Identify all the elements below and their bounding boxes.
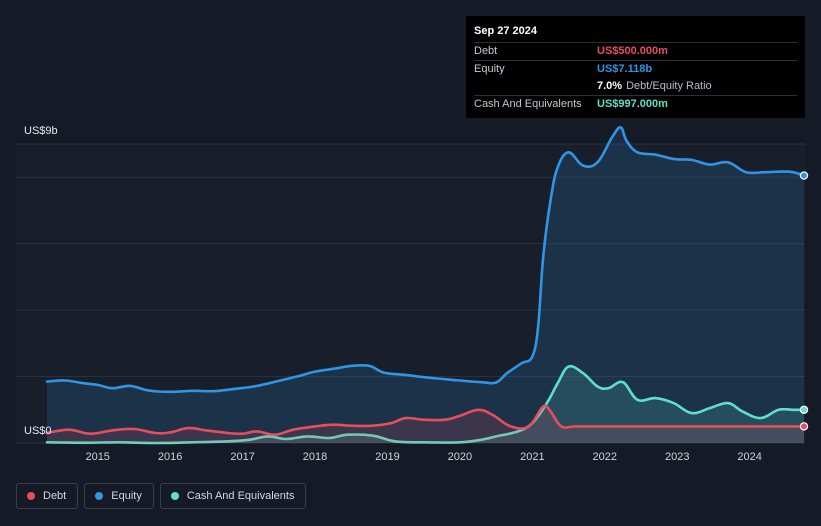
legend-item-equity[interactable]: Equity: [84, 483, 154, 509]
tooltip-equity-row: Equity US$7.118b: [474, 60, 797, 78]
legend-dot-debt: [27, 492, 35, 500]
x-tick-2022: 2022: [593, 451, 617, 463]
tooltip-ratio-label: Debt/Equity Ratio: [626, 80, 712, 92]
tooltip-cash-row: Cash And Equivalents US$997.000m: [474, 95, 797, 113]
legend-dot-cash: [170, 492, 179, 500]
x-tick-2023: 2023: [665, 451, 689, 463]
tooltip-equity-value: US$7.118b: [597, 63, 653, 75]
x-tick-2015: 2015: [85, 451, 109, 463]
cash-end-point: [799, 405, 809, 414]
grid-lines: [16, 143, 805, 444]
data-tooltip: Sep 27 2024 Debt US$500.000m Equity US$7…: [466, 16, 805, 118]
x-tick-2016: 2016: [158, 451, 182, 463]
legend-item-cash[interactable]: Cash And Equivalents: [159, 483, 307, 509]
tooltip-equity-label: Equity: [474, 63, 505, 75]
x-tick-2021: 2021: [520, 451, 544, 463]
tooltip-debt-row: Debt US$500.000m: [474, 42, 797, 60]
y-axis-top-label: US$9b: [24, 125, 58, 137]
legend-label-equity: Equity: [111, 490, 142, 502]
legend-item-debt[interactable]: Debt: [16, 483, 79, 509]
tooltip-ratio-value: 7.0%: [597, 80, 623, 92]
y-axis-bottom-label: US$0: [24, 425, 52, 437]
x-tick-2017: 2017: [230, 451, 254, 463]
debt-line: [45, 404, 806, 437]
x-tick-2020: 2020: [448, 451, 472, 463]
tooltip-cash-value: US$997.000m: [597, 98, 668, 110]
equity-area: [47, 127, 804, 443]
equity-end-point: [799, 171, 809, 180]
tooltip-date: Sep 27 2024: [474, 25, 537, 37]
debt-end-point: [799, 422, 809, 431]
legend-label-debt: Debt: [43, 490, 67, 502]
tooltip-ratio-row: 7.0% Debt/Equity Ratio: [474, 78, 797, 95]
tooltip-debt-value: US$500.000m: [597, 45, 668, 57]
x-tick-2024: 2024: [737, 451, 761, 463]
legend-label-cash: Cash And Equivalents: [186, 490, 295, 502]
x-axis: 2015 2016 2017 2018 2019 2020 2021 2022 2023 2024: [85, 451, 761, 463]
legend-dot-equity: [95, 492, 104, 500]
tooltip-debt-label: Debt: [474, 45, 498, 57]
equity-line: [45, 126, 806, 394]
plot-background: [16, 144, 805, 443]
x-tick-2019: 2019: [375, 451, 399, 463]
x-tick-2018: 2018: [303, 451, 327, 463]
tooltip-cash-label: Cash And Equivalents: [474, 98, 582, 110]
debt-area: [47, 405, 804, 443]
chart-legend: Debt Equity Cash And Equivalents: [16, 483, 307, 509]
series-area: [45, 126, 809, 445]
